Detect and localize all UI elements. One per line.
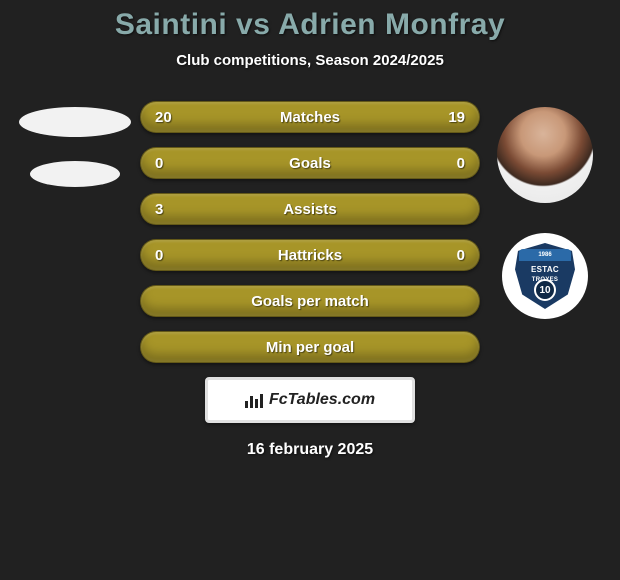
stat-label: Min per goal	[141, 339, 479, 356]
subtitle: Club competitions, Season 2024/2025	[0, 52, 620, 69]
branding-row: FcTables.com	[0, 377, 620, 423]
stat-label: Matches	[141, 109, 479, 126]
stat-bar: 0Hattricks0	[140, 239, 480, 271]
shield-number: 10	[534, 279, 556, 301]
player-left-avatar-placeholder	[19, 107, 131, 137]
stat-value-left: 0	[155, 155, 163, 172]
stat-value-right: 19	[448, 109, 465, 126]
stat-value-right: 0	[457, 247, 465, 264]
bar-chart-icon	[245, 392, 263, 408]
player-right-avatar	[497, 107, 593, 203]
player-right-club-badge: 1986 ESTAC TROYES 10	[502, 233, 588, 319]
stat-value-right: 0	[457, 155, 465, 172]
shield-year: 1986	[519, 249, 571, 261]
stat-label: Hattricks	[141, 247, 479, 264]
player-left-column	[10, 97, 140, 211]
stat-label: Goals per match	[141, 293, 479, 310]
fctables-badge: FcTables.com	[205, 377, 415, 423]
stat-bar: 0Goals0	[140, 147, 480, 179]
stat-bar: 3Assists	[140, 193, 480, 225]
main-row: 20Matches190Goals03Assists0Hattricks0Goa…	[0, 97, 620, 363]
stat-bar: Min per goal	[140, 331, 480, 363]
comparison-card: Saintini vs Adrien Monfray Club competit…	[0, 0, 620, 459]
stat-value-left: 3	[155, 201, 163, 218]
date-label: 16 february 2025	[0, 441, 620, 459]
stats-list: 20Matches190Goals03Assists0Hattricks0Goa…	[140, 97, 480, 363]
club-shield: 1986 ESTAC TROYES 10	[515, 243, 575, 309]
stat-value-left: 20	[155, 109, 172, 126]
player-right-column: 1986 ESTAC TROYES 10	[480, 97, 610, 319]
stat-value-left: 0	[155, 247, 163, 264]
stat-label: Assists	[141, 201, 479, 218]
stat-bar: 20Matches19	[140, 101, 480, 133]
branding-text: FcTables.com	[269, 391, 375, 409]
stat-bar: Goals per match	[140, 285, 480, 317]
player-left-club-placeholder	[30, 161, 120, 187]
stat-label: Goals	[141, 155, 479, 172]
page-title: Saintini vs Adrien Monfray	[0, 8, 620, 42]
